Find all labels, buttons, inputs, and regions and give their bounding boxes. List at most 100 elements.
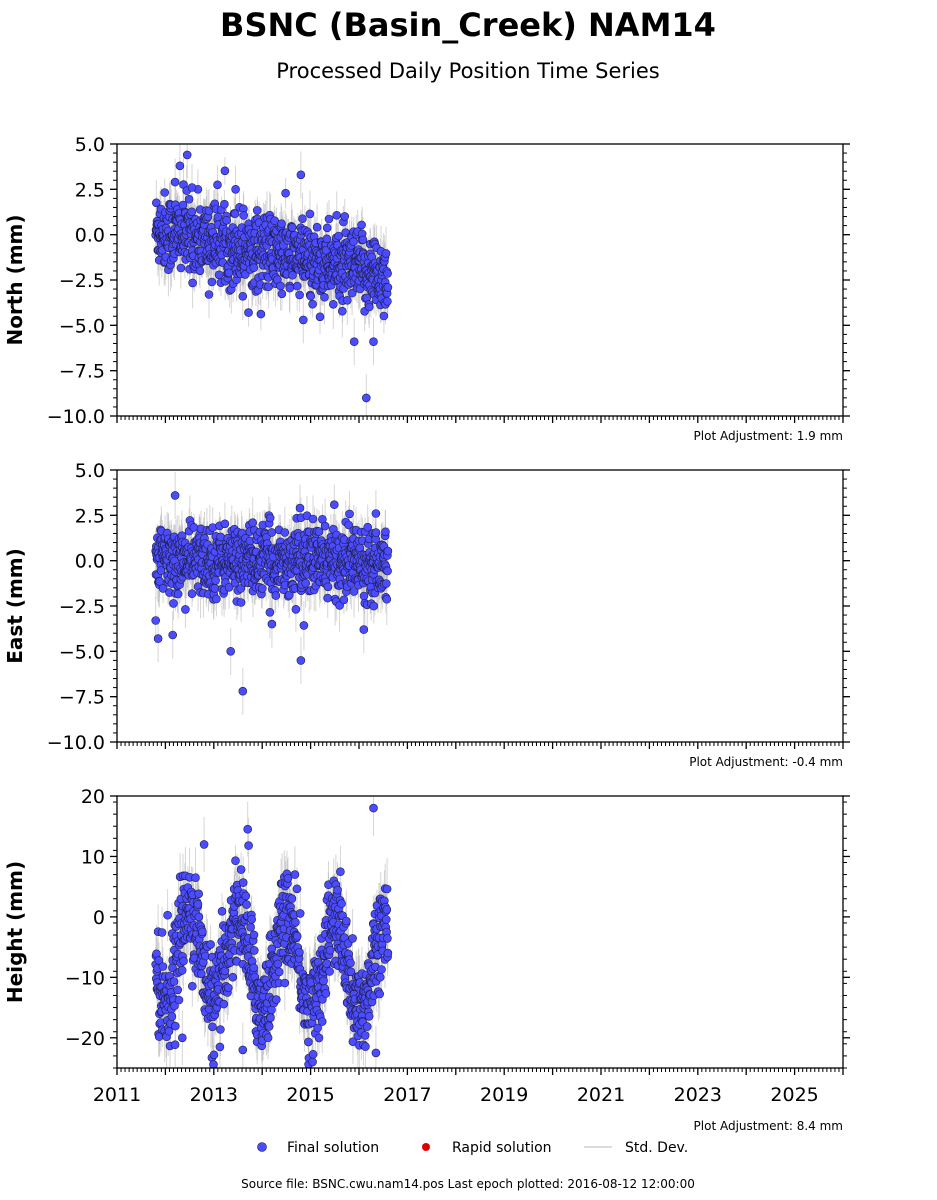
y-axis-label-east: East (mm) bbox=[3, 548, 27, 664]
data-point bbox=[383, 283, 393, 292]
data-point bbox=[248, 518, 257, 528]
data-point bbox=[187, 183, 197, 192]
data-point bbox=[298, 315, 308, 325]
data-point bbox=[214, 270, 224, 280]
data-point bbox=[204, 290, 214, 299]
data-point bbox=[281, 188, 290, 198]
data-point bbox=[329, 500, 339, 510]
data-point bbox=[249, 263, 259, 273]
data-point bbox=[224, 268, 234, 278]
data-point bbox=[244, 308, 253, 317]
data-point bbox=[285, 283, 295, 293]
data-point bbox=[296, 656, 306, 665]
data-point bbox=[175, 161, 185, 171]
data-point bbox=[188, 278, 197, 288]
plot-adjustment-north: Plot Adjustment: 1.9 mm bbox=[694, 429, 843, 443]
data-point bbox=[359, 625, 369, 634]
data-point bbox=[238, 686, 248, 696]
data-point bbox=[298, 214, 307, 223]
data-point bbox=[381, 527, 390, 537]
panel-east: 5.0 2.5 0.0 −2.5 −5.0 −7.5 −10.0 East (mm) Plot … bbox=[3, 460, 850, 769]
data-point bbox=[189, 523, 199, 532]
data-point bbox=[320, 292, 329, 302]
data-point bbox=[280, 528, 290, 537]
data-point bbox=[181, 605, 190, 614]
data-point bbox=[187, 589, 197, 599]
data-point bbox=[295, 290, 304, 300]
data-point bbox=[284, 590, 294, 600]
data-point bbox=[152, 198, 161, 208]
data-point bbox=[170, 491, 180, 500]
data-point bbox=[359, 591, 369, 601]
data-point bbox=[267, 619, 277, 629]
y-tick-label: 2.5 bbox=[75, 505, 105, 527]
data-point bbox=[349, 237, 358, 246]
data-point bbox=[210, 583, 220, 593]
data-point bbox=[345, 509, 354, 519]
data-point bbox=[347, 288, 357, 298]
data-point bbox=[222, 216, 231, 225]
y-tick-label: −2.5 bbox=[59, 270, 105, 292]
data-point bbox=[173, 589, 183, 599]
data-point bbox=[176, 263, 186, 273]
data-point bbox=[226, 646, 235, 656]
data-point bbox=[170, 177, 180, 187]
data-point bbox=[357, 220, 366, 230]
y-tick-label: −7.5 bbox=[59, 687, 105, 709]
data-point bbox=[265, 607, 275, 617]
plot-area-north bbox=[151, 144, 393, 416]
plot-area-east bbox=[151, 471, 393, 715]
data-point bbox=[212, 594, 221, 604]
data-point bbox=[156, 566, 166, 575]
final-solution-points-height bbox=[151, 803, 393, 1068]
y-tick-label: −7.5 bbox=[59, 361, 105, 383]
data-point bbox=[332, 211, 342, 220]
data-point bbox=[158, 584, 168, 593]
data-point bbox=[267, 528, 277, 537]
y-tick-label: −2.5 bbox=[59, 596, 105, 618]
data-point bbox=[168, 630, 177, 640]
data-point bbox=[342, 295, 352, 305]
y-tick-label: −5.0 bbox=[59, 641, 105, 663]
data-point bbox=[315, 312, 325, 322]
data-point bbox=[277, 219, 286, 228]
data-point bbox=[339, 595, 349, 605]
data-point bbox=[220, 166, 230, 176]
y-tick-label: −5.0 bbox=[59, 315, 105, 337]
data-point bbox=[288, 270, 297, 280]
data-point bbox=[276, 281, 285, 291]
data-point bbox=[358, 235, 368, 245]
data-point bbox=[211, 576, 220, 585]
data-point bbox=[349, 587, 359, 596]
data-point bbox=[361, 393, 371, 403]
data-point bbox=[344, 520, 354, 530]
data-point bbox=[230, 209, 240, 218]
data-point bbox=[169, 599, 178, 608]
data-point bbox=[383, 269, 392, 278]
data-point bbox=[306, 291, 316, 301]
data-point bbox=[182, 150, 192, 160]
data-point bbox=[291, 604, 301, 614]
data-point bbox=[220, 519, 230, 529]
y-tick-label: 5.0 bbox=[75, 460, 105, 482]
data-point bbox=[216, 532, 225, 542]
data-point bbox=[224, 582, 234, 592]
data-point bbox=[292, 281, 302, 291]
data-point bbox=[383, 546, 393, 556]
y-tick-label: 0.0 bbox=[75, 225, 105, 247]
data-point bbox=[187, 207, 197, 217]
data-point bbox=[236, 598, 246, 607]
final-solution-points-north bbox=[151, 150, 393, 403]
data-point bbox=[295, 503, 305, 513]
data-point bbox=[257, 584, 267, 593]
data-point bbox=[296, 170, 306, 180]
data-point bbox=[252, 206, 262, 215]
data-point bbox=[153, 634, 163, 643]
data-point bbox=[324, 214, 334, 224]
panel-north: 5.0 2.5 0.0 −2.5 −5.0 −7.5 −10.0 North (mm) Plot… bbox=[3, 134, 850, 443]
data-point bbox=[184, 194, 194, 204]
data-point bbox=[265, 513, 275, 523]
data-point bbox=[195, 266, 205, 276]
data-point bbox=[239, 211, 248, 220]
